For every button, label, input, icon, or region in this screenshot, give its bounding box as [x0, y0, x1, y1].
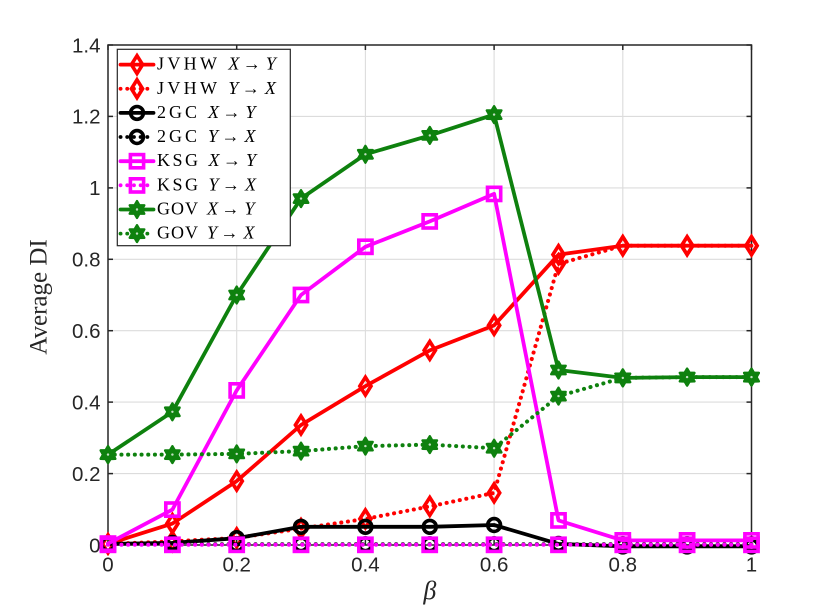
svg-text:0.2: 0.2: [72, 463, 101, 486]
svg-text:0: 0: [102, 553, 113, 576]
svg-text:0: 0: [89, 534, 100, 557]
svg-text:0.2: 0.2: [222, 553, 251, 576]
svg-text:β: β: [422, 576, 436, 605]
svg-text:0.8: 0.8: [609, 553, 638, 576]
svg-text:0.6: 0.6: [480, 553, 509, 576]
svg-text:1: 1: [89, 177, 100, 200]
svg-text:0.4: 0.4: [351, 553, 380, 576]
svg-text:0.4: 0.4: [72, 391, 101, 414]
svg-text:Average DI: Average DI: [26, 239, 53, 354]
svg-text:0.8: 0.8: [72, 249, 101, 272]
svg-text:0.6: 0.6: [72, 320, 101, 343]
svg-text:1.4: 1.4: [72, 34, 101, 57]
svg-text:1.2: 1.2: [72, 106, 101, 129]
svg-text:1: 1: [746, 553, 757, 576]
